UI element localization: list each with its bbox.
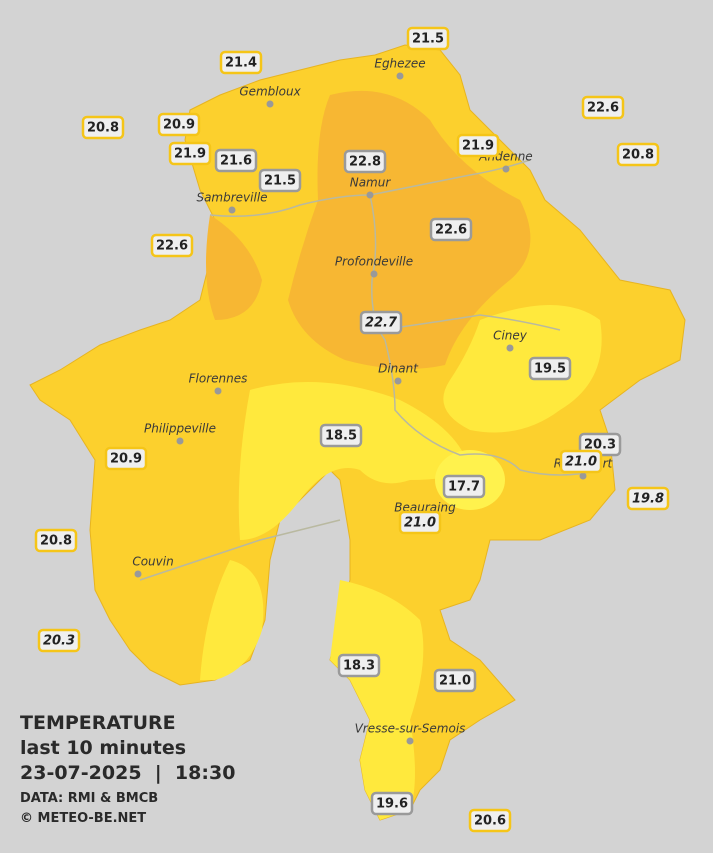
station-box	[616, 142, 660, 167]
station-value: 21.5	[264, 174, 296, 189]
station-value: 17.7	[448, 480, 480, 495]
source: DATA: RMI & BMCB	[20, 791, 159, 806]
station-box	[34, 528, 78, 553]
station-box	[359, 310, 403, 335]
station-value: 20.3	[584, 438, 616, 453]
city-label: Gembloux	[239, 85, 301, 99]
station-box	[626, 486, 670, 511]
station-value: 21.4	[225, 56, 257, 71]
city-label: Philippeville	[144, 422, 216, 436]
station-box	[370, 791, 414, 816]
station-value: 21.0	[404, 516, 436, 531]
city-label: Dinant	[378, 362, 419, 376]
city-dot	[366, 191, 374, 199]
station-box	[219, 50, 263, 75]
station-value: 22.6	[587, 101, 619, 116]
station-box	[528, 356, 572, 381]
copyright: © METEO-BE.NET	[20, 811, 147, 826]
station-value: 20.3	[43, 634, 75, 649]
city-dot	[394, 377, 402, 385]
city-label: Sambreville	[196, 191, 267, 205]
station-value: 21.5	[412, 32, 444, 47]
station-box	[37, 628, 81, 653]
station-value: 20.8	[622, 148, 654, 163]
city-dot	[176, 437, 184, 445]
station-box	[104, 446, 148, 471]
city-label: Eghezee	[374, 57, 425, 71]
station-box	[559, 449, 603, 474]
cool-zone	[443, 305, 602, 433]
city-label: Vresse-sur-Semois	[355, 722, 466, 736]
station-box	[433, 668, 477, 693]
station-value: 22.6	[156, 239, 188, 254]
station-value: 20.8	[87, 121, 119, 136]
station-value: 19.8	[632, 492, 664, 507]
station-box	[337, 653, 381, 678]
station-box	[150, 233, 194, 258]
station-value: 18.5	[325, 429, 357, 444]
station-box	[81, 115, 125, 140]
station-box	[406, 26, 450, 51]
city-label: Florennes	[189, 372, 248, 386]
station-value: 22.8	[349, 155, 381, 170]
station-value: 20.9	[110, 452, 142, 467]
city-dot	[214, 387, 222, 395]
station-box	[319, 423, 363, 448]
station-value: 19.6	[376, 797, 408, 812]
station-box	[468, 808, 512, 833]
cool-zone	[238, 382, 470, 540]
city-label: Profondeville	[335, 255, 413, 269]
cool-zone	[330, 580, 424, 820]
station-box	[456, 133, 500, 158]
city-dot	[396, 72, 404, 80]
station-value: 22.7	[365, 316, 398, 331]
station-box	[168, 141, 212, 166]
city-label: Couvin	[132, 555, 173, 569]
station-value: 21.9	[462, 139, 494, 154]
station-value: 20.6	[474, 814, 506, 829]
subtitle: last 10 minutes	[20, 737, 187, 759]
city-dot	[506, 344, 514, 352]
city-label: Namur	[350, 176, 392, 190]
station-box	[157, 112, 201, 137]
timestamp: 23-07-2025 | 18:30	[20, 762, 236, 784]
station-value: 18.3	[343, 659, 375, 674]
station-box	[343, 149, 387, 174]
city-dot	[502, 165, 510, 173]
city-dot	[266, 100, 274, 108]
station-value: 20.8	[40, 534, 72, 549]
station-value: 21.9	[174, 147, 206, 162]
station-value: 21.6	[220, 154, 252, 169]
city-dot	[134, 570, 142, 578]
station-value: 22.6	[435, 223, 467, 238]
city-dot	[228, 206, 236, 214]
station-value: 21.0	[439, 674, 471, 689]
station-box	[258, 168, 302, 193]
station-value: 21.0	[565, 455, 597, 470]
station-box	[442, 474, 486, 499]
cool-zone	[200, 560, 264, 680]
city-label: Ciney	[493, 329, 528, 343]
station-box	[429, 217, 473, 242]
station-box	[581, 95, 625, 120]
station-value: 20.9	[163, 118, 195, 133]
city-dot	[370, 270, 378, 278]
warm-zone	[206, 215, 262, 320]
station-box	[398, 510, 442, 535]
city-dot	[406, 737, 414, 745]
city-dot	[579, 472, 587, 480]
station-box	[214, 148, 258, 173]
title: TEMPERATURE	[20, 712, 176, 734]
station-value: 19.5	[534, 362, 566, 377]
